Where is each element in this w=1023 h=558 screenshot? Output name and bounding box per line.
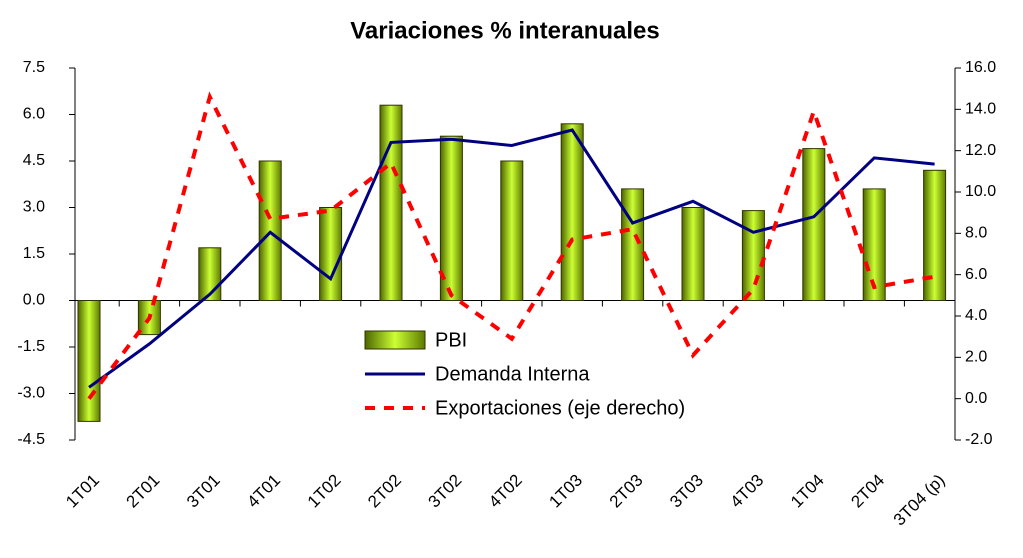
x-tick-label: 1T02 (304, 471, 345, 512)
y-tick-label: 7.5 (23, 59, 45, 76)
x-tick-label: 1T04 (787, 471, 828, 512)
y-tick-label: -3.0 (17, 385, 45, 402)
y2-tick-label: 8.0 (965, 225, 987, 242)
y-tick-label: 4.5 (23, 152, 45, 169)
x-tick-label: 3T03 (666, 471, 707, 512)
y-tick-label: 3.0 (23, 199, 45, 216)
bar (379, 104, 403, 301)
legend-label: Demanda Interna (435, 363, 590, 385)
y-tick-label: -4.5 (17, 431, 45, 448)
bar (802, 148, 826, 301)
bar (621, 188, 645, 301)
x-tick-label: 4T02 (485, 471, 526, 512)
x-tick-label: 3T04 (p) (890, 471, 949, 530)
y2-tick-label: -2.0 (965, 431, 993, 448)
bar (500, 160, 524, 301)
bar (560, 123, 584, 301)
y2-tick-label: 6.0 (965, 266, 987, 283)
x-tick-label: 1T01 (62, 471, 103, 512)
x-tick-label: 4T01 (243, 471, 284, 512)
x-tick-label: 3T01 (183, 471, 224, 512)
bar (439, 135, 463, 301)
bar (681, 207, 705, 301)
y-tick-label: 6.0 (23, 106, 45, 123)
bar (862, 188, 886, 301)
y2-tick-label: 16.0 (965, 59, 996, 76)
legend-label: PBI (435, 329, 467, 351)
y2-tick-label: 14.0 (965, 101, 996, 118)
line (88, 128, 935, 389)
y-tick-label: -1.5 (17, 338, 45, 355)
x-tick-label: 2T02 (364, 471, 405, 512)
line (87, 91, 935, 400)
y-tick-label: 1.5 (23, 245, 45, 262)
y2-tick-label: 12.0 (965, 142, 996, 159)
y2-tick-label: 4.0 (965, 307, 987, 324)
legend-label: Exportaciones (eje derecho) (435, 397, 685, 419)
chart-title: Variaciones % interanuales (350, 17, 659, 44)
bar (741, 210, 765, 302)
x-tick-label: 1T03 (545, 471, 586, 512)
y-tick-label: 0.0 (23, 292, 45, 309)
bar (77, 300, 101, 422)
legend-swatch (364, 330, 426, 350)
x-tick-label: 4T03 (727, 471, 768, 512)
x-tick-label: 2T01 (123, 471, 164, 512)
bar (319, 207, 343, 301)
bar (923, 169, 947, 301)
y2-tick-label: 2.0 (965, 349, 987, 366)
x-tick-label: 2T03 (606, 471, 647, 512)
y2-tick-label: 0.0 (965, 390, 987, 407)
y2-tick-label: 10.0 (965, 183, 996, 200)
x-tick-label: 2T04 (847, 471, 888, 512)
x-tick-label: 3T02 (425, 471, 466, 512)
